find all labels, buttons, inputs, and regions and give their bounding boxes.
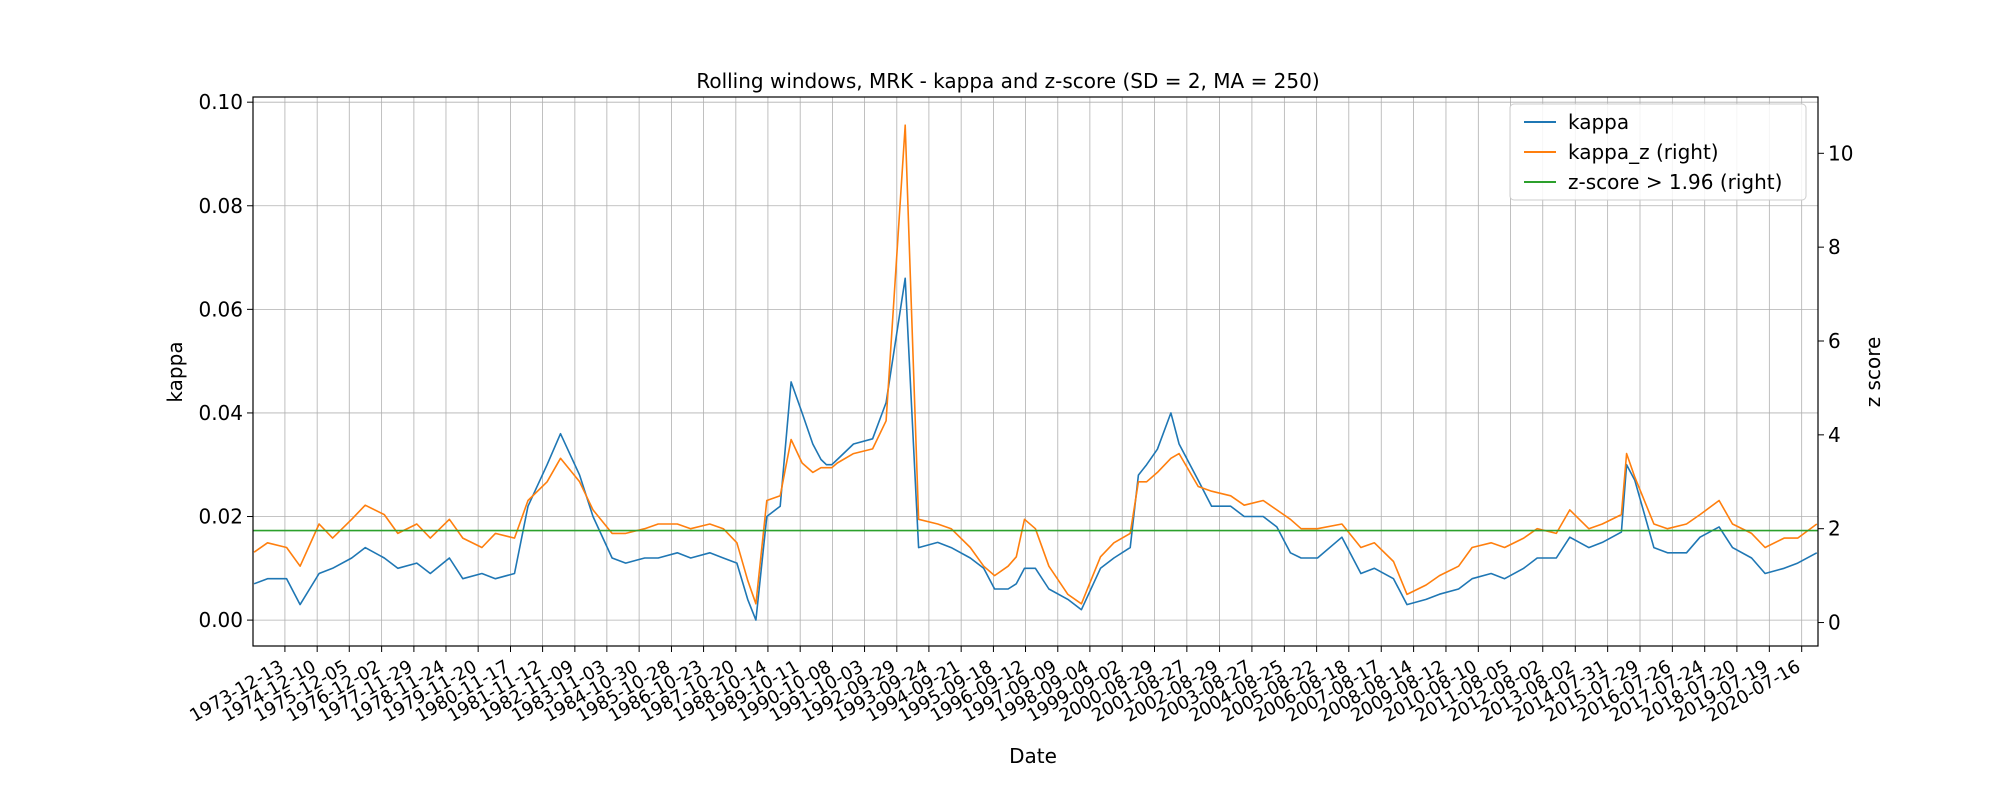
legend-label: kappa_z (right) — [1568, 140, 1719, 164]
y-tick-label: 0.02 — [198, 505, 243, 529]
x-axis: 1973-12-131974-12-101975-12-051976-12-02… — [186, 646, 1804, 727]
chart-title: Rolling windows, MRK - kappa and z-score… — [696, 69, 1319, 93]
y-tick-label: 0.10 — [198, 90, 243, 114]
legend-box — [1509, 103, 1807, 201]
plot-lines — [253, 124, 1818, 621]
legend: kappa kappa_z (right) z-score > 1.96 (righ… — [1509, 103, 1807, 201]
y2-tick-label: 8 — [1828, 235, 1841, 259]
y2-tick-label: 2 — [1828, 517, 1841, 541]
y2-tick-label: 0 — [1828, 611, 1841, 635]
y-tick-label: 0.04 — [198, 401, 243, 425]
y-tick-label: 0.00 — [198, 608, 243, 632]
y2-tick-label: 10 — [1828, 141, 1853, 165]
y-axis-right: 0 2 4 6 8 10 — [1818, 141, 1853, 635]
y-tick-label: 0.08 — [198, 194, 243, 218]
y2-tick-label: 6 — [1828, 329, 1841, 353]
x-axis-label: Date — [1009, 744, 1057, 768]
y2-tick-label: 4 — [1828, 423, 1841, 447]
legend-label: z-score > 1.96 (right) — [1568, 170, 1782, 194]
plot-frame — [252, 96, 1819, 647]
y-tick-label: 0.06 — [198, 297, 243, 321]
y-axis-left-label: kappa — [163, 341, 187, 402]
y-axis-left: 0.00 0.02 0.04 0.06 0.08 0.10 — [198, 90, 253, 632]
legend-label: kappa — [1568, 110, 1629, 134]
y-axis-right-label: z score — [1861, 337, 1885, 408]
series-line-kappa — [253, 277, 1818, 621]
